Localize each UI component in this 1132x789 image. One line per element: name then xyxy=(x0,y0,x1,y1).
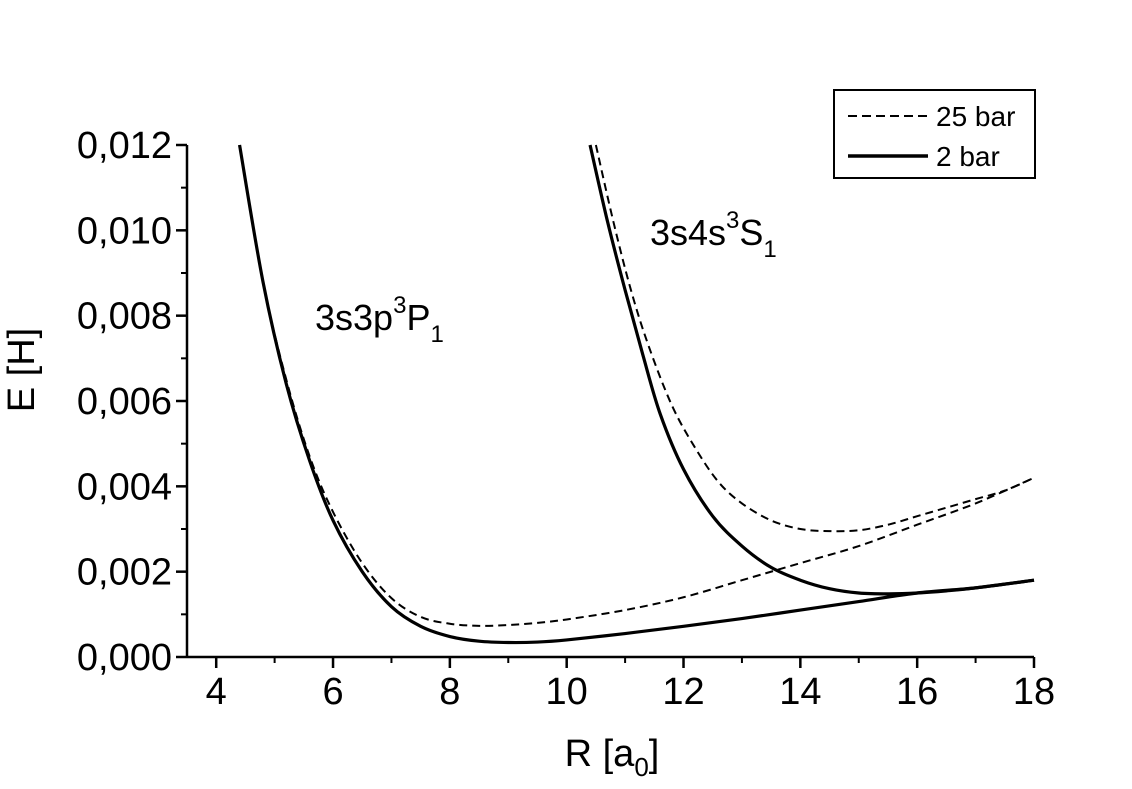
x-tick-label: 6 xyxy=(322,671,343,713)
x-axis-ticks: 4 6 8 10 12 14 16 18 xyxy=(206,657,1055,713)
legend-label-2bar: 2 bar xyxy=(936,141,1000,172)
legend: 25 bar 2 bar xyxy=(833,89,1036,179)
y-tick-label: 0,012 xyxy=(77,125,172,167)
x-tick-label: 14 xyxy=(779,671,821,713)
x-tick-label: 16 xyxy=(896,671,938,713)
series-line-2bar-0 xyxy=(237,144,1035,645)
series-line-2bar-2 xyxy=(588,144,1035,596)
x-axis-title: R [a0] xyxy=(565,733,660,782)
x-tick-label: 10 xyxy=(546,671,588,713)
legend-label-25bar: 25 bar xyxy=(936,101,1015,132)
annotation-3s3p-3P1: 3s3p3P1 xyxy=(315,292,444,348)
y-axis-ticks: 0,000 0,002 0,004 0,006 0,008 0,010 0,012 xyxy=(77,125,187,679)
x-tick-label: 12 xyxy=(662,671,704,713)
y-tick-label: 0,010 xyxy=(77,210,172,252)
y-tick-label: 0,004 xyxy=(77,466,172,508)
y-axis-title: E [H] xyxy=(1,328,43,412)
y-tick-label: 0,002 xyxy=(77,552,172,594)
legend-box xyxy=(833,89,1036,179)
x-tick-label: 18 xyxy=(1013,671,1055,713)
x-tick-label: 8 xyxy=(439,671,460,713)
series-layer xyxy=(237,144,1035,645)
y-tick-label: 0,000 xyxy=(77,637,172,679)
x-tick-label: 4 xyxy=(206,671,227,713)
series-line-25bar-1 xyxy=(238,144,1035,627)
series-line-25bar-3 xyxy=(594,144,1035,533)
y-tick-label: 0,006 xyxy=(77,381,172,423)
annotation-3s4s-3S1: 3s4s3S1 xyxy=(650,207,777,263)
y-tick-label: 0,008 xyxy=(77,296,172,338)
